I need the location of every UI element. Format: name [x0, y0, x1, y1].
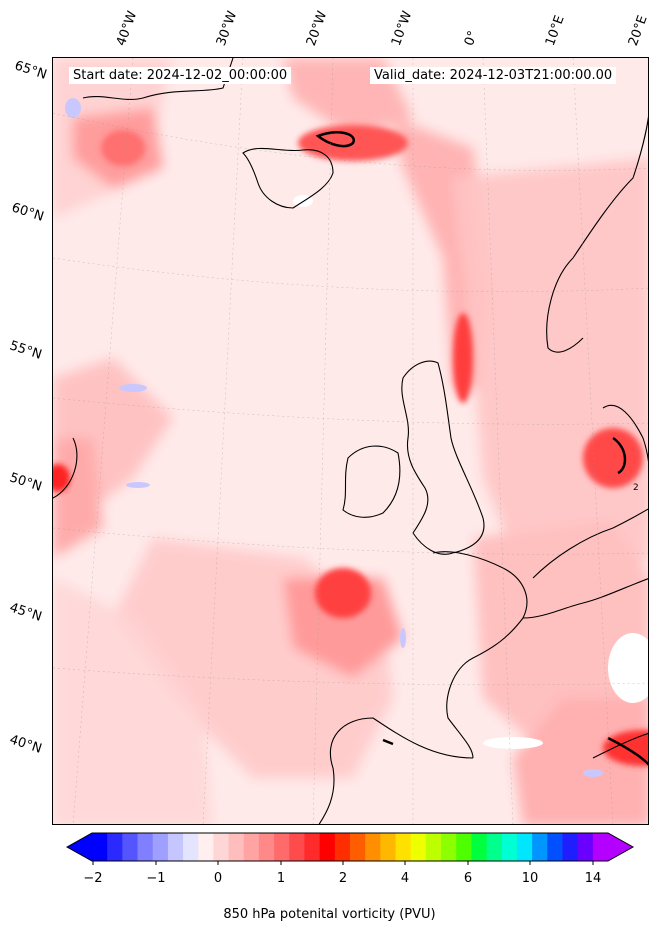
colorbar-swatch: [198, 833, 214, 861]
colorbar-swatch: [380, 833, 397, 861]
colorbar-swatch: [137, 833, 154, 861]
colorbar-swatch: [456, 833, 472, 861]
colorbar-swatch: [350, 833, 366, 861]
lon-label-30w: 30°W: [213, 9, 241, 48]
colorbar-swatch: [152, 833, 169, 861]
colorbar-tick: −2: [83, 871, 103, 886]
colorbar-swatch: [243, 833, 260, 861]
colorbar-swatch: [107, 833, 123, 861]
contour-label: 2: [633, 483, 639, 493]
colorbar-swatch: [441, 833, 457, 861]
pv-field-map: 2: [53, 58, 648, 824]
colorbar-swatch: [365, 833, 381, 861]
colorbar-swatch: [395, 833, 412, 861]
colorbar-swatch: [258, 833, 275, 861]
lat-label-65n: 65°N: [12, 58, 49, 83]
colorbar-swatch: [516, 833, 533, 861]
colorbar-tick: 1: [276, 871, 286, 886]
lon-label-20w: 20°W: [303, 9, 331, 48]
valid-date-label: Valid_date: 2024-12-03T21:00:00.00: [370, 67, 617, 84]
lat-label-40n: 40°N: [7, 732, 44, 757]
colorbar-over-arrow: [608, 833, 633, 861]
colorbar-under-arrow: [67, 833, 92, 861]
lat-label-60n: 60°N: [9, 200, 46, 225]
colorbar-tick: −1: [146, 871, 166, 886]
colorbar-swatch: [532, 833, 548, 861]
colorbar-swatch: [183, 833, 199, 861]
colorbar: [65, 832, 635, 865]
colorbar-swatch: [167, 833, 184, 861]
lat-label-50n: 50°N: [7, 470, 44, 495]
colorbar-tick: 0: [213, 871, 223, 886]
start-date-label: Start date: 2024-12-02_00:00:00: [69, 67, 292, 84]
map-panel: 2: [52, 57, 649, 825]
colorbar-swatch: [334, 833, 351, 861]
colorbar-swatch: [289, 833, 305, 861]
colorbar-swatch: [501, 833, 518, 861]
lon-label-10e: 10°E: [542, 13, 568, 49]
colorbar-swatch: [592, 833, 609, 861]
colorbar-swatch: [304, 833, 321, 861]
colorbar-swatch: [319, 833, 336, 861]
colorbar-swatch: [486, 833, 503, 861]
colorbar-swatch: [410, 833, 427, 861]
colorbar-label: 850 hPa potenital vorticity (PVU): [223, 907, 436, 922]
colorbar-tick: 4: [400, 871, 410, 886]
colorbar-tick: 2: [338, 871, 348, 886]
colorbar-swatch: [547, 833, 563, 861]
colorbar-swatch: [562, 833, 579, 861]
graticule: [53, 58, 648, 824]
colorbar-tick: 6: [463, 871, 473, 886]
colorbar-swatch: [425, 833, 442, 861]
lon-label-20e: 20°E: [625, 13, 651, 49]
lon-label-40w: 40°W: [113, 9, 141, 48]
colorbar-tick: 14: [584, 871, 602, 886]
lon-label-0: 0°: [461, 28, 482, 48]
two-pvu-contours: [315, 131, 648, 766]
colorbar-swatch: [274, 833, 290, 861]
lat-label-45n: 45°N: [7, 600, 44, 625]
coastlines: [53, 58, 648, 824]
colorbar-swatch: [122, 833, 139, 861]
colorbar-swatch: [92, 833, 108, 861]
lon-label-10w: 10°W: [388, 9, 416, 48]
colorbar-outline: [65, 832, 635, 862]
lat-label-55n: 55°N: [7, 338, 44, 363]
colorbar-swatch: [213, 833, 230, 861]
colorbar-swatch: [471, 833, 488, 861]
colorbar-swatch: [228, 833, 245, 861]
colorbar-tick: 10: [521, 871, 539, 886]
colorbar-swatch: [577, 833, 594, 861]
